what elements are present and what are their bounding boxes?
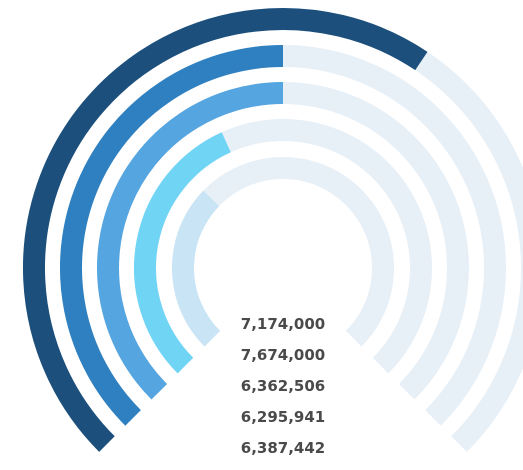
bar-ring-1 [22, 7, 428, 452]
value-label-1: 7,174,000 [241, 315, 325, 333]
track-ring-5 [172, 157, 394, 347]
value-label-4: 6,295,941 [241, 408, 325, 426]
bar-ring-5 [172, 190, 221, 347]
bar-ring-4 [134, 132, 231, 374]
bar-ring-3 [97, 82, 284, 400]
bar-ring-2 [59, 45, 284, 426]
value-label-3: 6,362,506 [241, 377, 325, 395]
value-label-2: 7,674,000 [241, 346, 325, 364]
value-label-5: 6,387,442 [241, 439, 325, 457]
